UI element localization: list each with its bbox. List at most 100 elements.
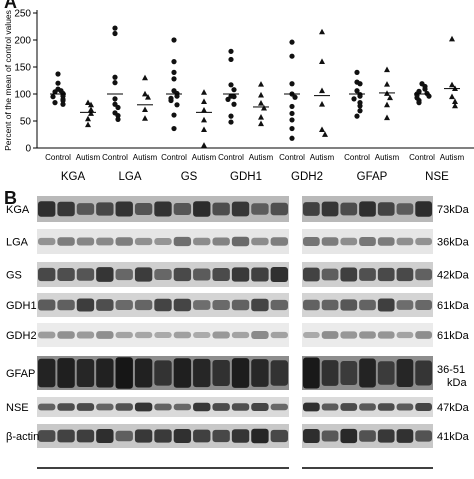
control-point — [171, 76, 177, 82]
autism-point — [384, 101, 390, 108]
blot-band — [231, 267, 250, 282]
control-point — [289, 103, 295, 110]
control-point — [231, 94, 237, 100]
control-point — [351, 96, 357, 102]
control-point — [354, 88, 360, 94]
blot-band — [303, 237, 320, 246]
autism-point — [142, 106, 148, 113]
blot-band — [415, 402, 432, 412]
blot-band — [154, 268, 172, 281]
blot-row-label: NSE — [6, 402, 29, 414]
blot-band — [96, 299, 114, 311]
autism-point — [85, 121, 91, 128]
blot-band — [76, 403, 95, 411]
blot-band — [57, 237, 75, 246]
autism-point — [319, 28, 325, 35]
blot-band — [396, 403, 414, 411]
autism-point — [201, 116, 207, 123]
blot-band — [193, 429, 211, 443]
blot-band — [134, 299, 153, 311]
blot-band — [321, 360, 339, 386]
blot-band — [115, 300, 133, 310]
blot-band — [76, 298, 95, 312]
autism-point — [85, 99, 91, 106]
series-label: GS — [181, 171, 198, 183]
control-point — [292, 94, 298, 100]
autism-point — [452, 98, 458, 104]
blot-band — [321, 403, 339, 411]
blot-band — [212, 403, 230, 411]
blot-band — [57, 403, 75, 411]
blot-band — [377, 298, 395, 312]
panel-b-letter: B — [4, 188, 17, 208]
autism-point — [449, 93, 455, 100]
blot-band — [134, 331, 153, 339]
blot-band — [377, 403, 395, 411]
blot-band — [415, 268, 432, 281]
autism-point — [88, 101, 94, 108]
blot-band — [359, 358, 376, 388]
blot-size-label: 41kDa — [437, 431, 470, 443]
series-label: GDH1 — [230, 171, 262, 183]
control-point — [357, 93, 363, 99]
blot-band — [321, 237, 339, 246]
blot-row-label: GDH2 — [6, 330, 37, 342]
blot-band — [396, 237, 414, 246]
control-point — [231, 87, 237, 93]
control-point — [228, 48, 234, 54]
blot-band — [270, 266, 288, 283]
blot-band — [415, 237, 432, 246]
control-point — [289, 117, 295, 123]
blot-band — [396, 203, 414, 215]
blot-band — [212, 331, 230, 339]
blot-band — [57, 429, 75, 443]
group-label-autism: Autism — [310, 153, 335, 162]
y-tick-label: 150 — [14, 63, 31, 74]
autism-point — [145, 94, 151, 100]
autism-point — [142, 74, 148, 81]
blot-size-label: 42kDa — [437, 270, 470, 282]
autism-point — [387, 94, 393, 101]
control-point — [416, 100, 422, 106]
blot-size-label: 36-51 — [437, 364, 465, 376]
control-point — [52, 89, 58, 95]
blot-band — [212, 429, 230, 443]
autism-point — [384, 114, 390, 121]
blot-band — [38, 267, 56, 282]
blot-band — [359, 268, 376, 281]
western-blot-panel: B KGA 73kDa LGA 36kDa GS 42kDa GDH1 61kDa GDH2 61… — [0, 188, 474, 474]
blot-band — [76, 237, 95, 246]
blot-band — [303, 402, 320, 412]
blot-band — [359, 331, 376, 339]
blot-band — [115, 430, 133, 442]
blot-band — [173, 429, 192, 443]
control-point — [228, 56, 234, 63]
blot-band — [173, 267, 192, 282]
control-point — [289, 135, 295, 141]
autism-point — [201, 107, 207, 113]
autism-point — [384, 66, 390, 73]
y-axis-label: Percent of the mean of control values — [3, 10, 13, 151]
blot-row-label: LGA — [6, 237, 29, 249]
blot-band — [57, 331, 75, 339]
blot-band — [134, 202, 153, 216]
blot-band — [340, 403, 358, 411]
blot-band — [303, 332, 320, 338]
blot-band — [76, 331, 95, 339]
control-point — [171, 112, 177, 118]
blot-band — [212, 237, 230, 246]
autism-point — [322, 131, 328, 137]
blot-band — [96, 429, 114, 443]
y-tick-label: 100 — [14, 90, 31, 101]
blot-band — [321, 201, 339, 217]
blot-band — [231, 236, 250, 247]
blot-row-label: β-actin — [6, 431, 39, 443]
blot-band — [96, 267, 114, 282]
blot-band — [115, 268, 133, 281]
control-point — [228, 113, 234, 119]
blot-band — [154, 237, 172, 246]
blot-band — [134, 402, 153, 412]
blot-band — [154, 298, 172, 312]
blot-band — [303, 267, 320, 282]
blot-band — [251, 403, 269, 411]
